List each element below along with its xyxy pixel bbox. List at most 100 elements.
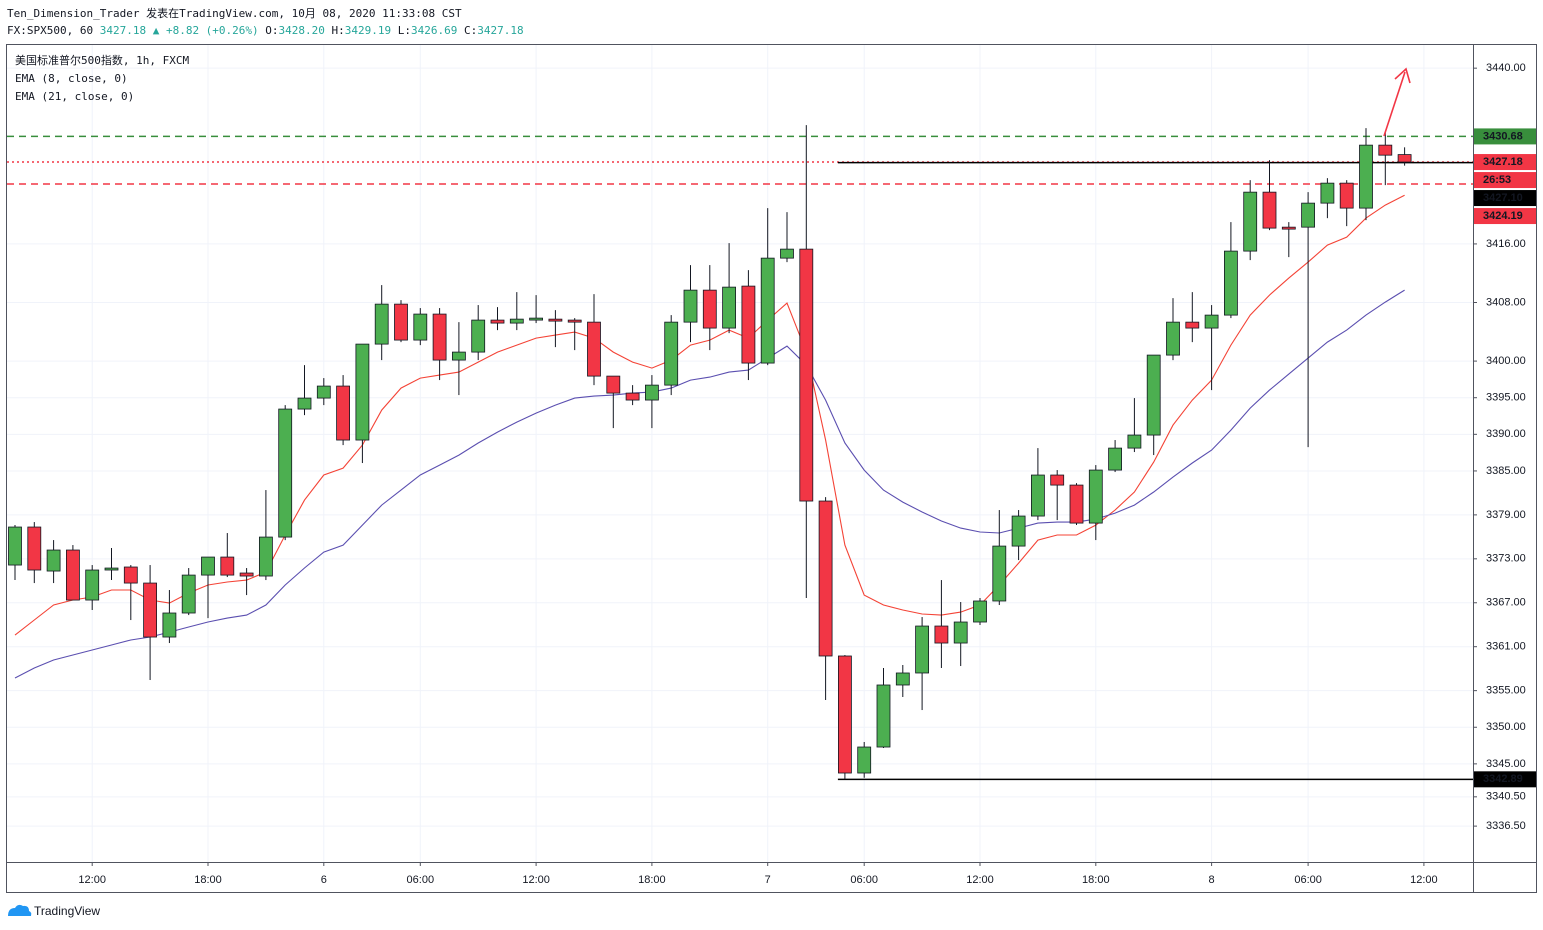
price-tag [1474,128,1536,145]
candle-body [818,500,833,657]
candle-body [104,567,119,571]
x-tick-label: 12:00 [522,874,550,886]
candle-body [1204,314,1219,329]
candle-body [741,285,756,364]
price-tag [1474,190,1536,207]
candle-body [258,536,273,577]
candle-body [876,684,891,748]
candle-body [1146,354,1161,436]
candle-body [587,321,601,377]
price-tag [1474,172,1536,189]
plot [7,125,1473,781]
y-tick-label: 3350.00 [1486,721,1526,733]
candle-body [1088,469,1103,524]
header-line: Ten_Dimension_Trader 发表在TradingView.com,… [7,6,462,20]
candle-body [1262,191,1277,229]
candle-body [162,612,177,638]
candle-body [529,317,543,321]
arrow-annotation [1383,67,1411,137]
candle-body [973,600,987,623]
brand: TradingView [34,904,100,918]
candle-body [915,625,929,674]
candle-body [1069,484,1084,524]
y-tick-label: 3373.00 [1486,553,1526,565]
price-tag-label: 3427.18 [1483,156,1523,168]
y-tick-label: 3361.00 [1486,641,1526,653]
candle-body [683,289,698,323]
last-price: 3427.18 [100,24,146,37]
footer-logo: TradingView [8,904,100,918]
candle-body [934,625,949,644]
candle-body [123,566,138,584]
candle-body [1281,226,1296,230]
symbol: FX:SPX500, 60 [7,24,93,37]
candle-body [953,621,968,644]
legend-entry: 美国标准普尔500指数, 1h, FXCM [15,53,189,67]
x-tick-label: 06:00 [850,874,878,886]
legend-entry: EMA (8, close, 0) [15,72,128,85]
candle-body [895,672,910,686]
candle-body [1359,144,1373,209]
candle-body [722,286,736,329]
candle-body [1108,447,1122,471]
ohlc-key: H: [332,24,345,37]
x-tick-label: 7 [765,874,771,886]
candle-body [355,343,370,441]
candle-body [27,526,42,571]
candle-body [316,385,331,399]
candle-body [838,655,852,774]
price-tag-label: 3427.10 [1483,192,1523,204]
y-tick-label: 3416.00 [1486,238,1526,250]
candle-body [1339,182,1354,209]
ohlc-value: 3427.18 [477,24,523,37]
y-tick-label: 3367.00 [1486,597,1526,609]
price-tag-label: 3342.89 [1483,773,1523,785]
candle-body [1050,474,1065,486]
candle-body [1166,321,1180,356]
candle-body [220,556,235,576]
y-tick-label: 3385.00 [1486,465,1526,477]
candle-body [645,384,659,401]
candle-body [1243,191,1258,252]
y-tick-label: 3340.50 [1486,791,1526,803]
ohlc-key: C: [464,24,477,37]
y-tick-label: 3408.00 [1486,296,1526,308]
ohlc-value: 3429.19 [345,24,391,37]
candle-body [760,257,775,364]
candle-body [1224,250,1238,316]
frame [6,44,1537,893]
price-tag [1474,154,1536,171]
candle-body [85,569,100,601]
candle-body [394,303,408,341]
candle-body [239,572,254,577]
x-tick-label: 8 [1209,874,1215,886]
candle-body [606,375,621,394]
candle-body [625,392,640,401]
y-tick-label: 3395.00 [1486,392,1526,404]
candle-body [1378,144,1393,156]
candle-body [490,319,505,324]
x-tick-label: 18:00 [638,874,666,886]
candle-body [1320,182,1335,204]
ohlc-key: L: [398,24,411,37]
candle-body [278,408,293,538]
y-tick-label: 3345.00 [1486,758,1526,770]
x-tick-label: 12:00 [78,874,106,886]
price-change: ▲ +8.82 (+0.26%) [153,24,259,37]
candle-body [46,549,61,572]
ohlc-value: 3426.69 [411,24,457,37]
x-tick-label: 12:00 [1410,874,1438,886]
logo-icon [8,904,32,916]
candle-body [509,318,524,324]
candle-body [1011,515,1026,547]
legend-entry: EMA (21, close, 0) [15,90,134,103]
candle-body [702,289,717,329]
y-tick-label: 3355.00 [1486,685,1526,697]
candle-body [201,556,215,576]
x-tick-label: 6 [321,874,327,886]
arrow-head [1394,67,1411,84]
price-tag-label: 3430.68 [1483,130,1523,142]
candle-body [1301,202,1315,228]
